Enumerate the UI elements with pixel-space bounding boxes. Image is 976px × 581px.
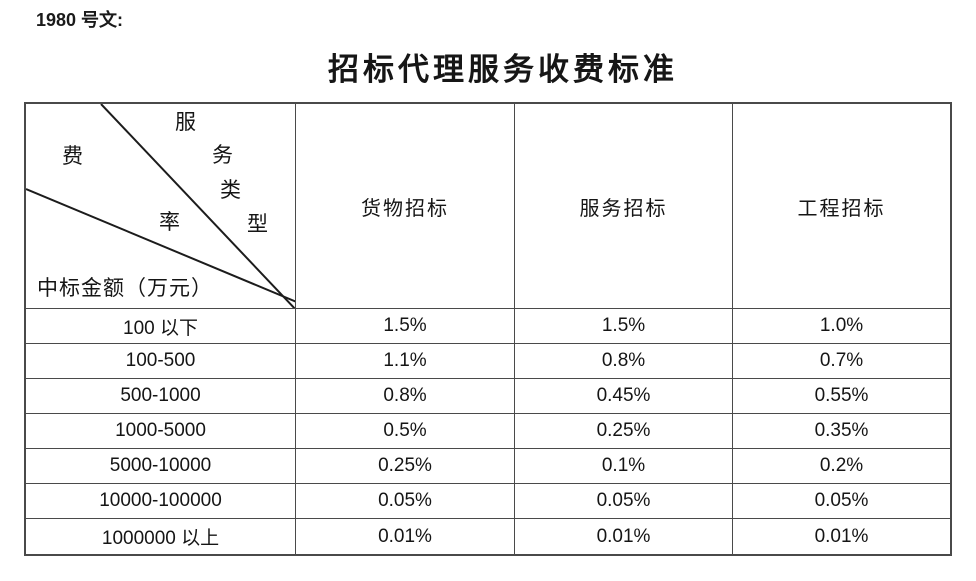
fee-value: 0.01% — [515, 519, 733, 554]
row-label: 100 以下 — [26, 309, 296, 344]
fee-value: 0.05% — [733, 484, 950, 519]
diagonal-divider-lines — [26, 104, 295, 308]
fee-value: 0.01% — [296, 519, 515, 554]
fee-value: 0.1% — [515, 449, 733, 484]
fee-value: 0.35% — [733, 414, 950, 449]
corner-type-char-4: 型 — [247, 212, 268, 236]
row-label: 10000-100000 — [26, 484, 296, 519]
fee-value: 0.05% — [515, 484, 733, 519]
corner-type-char-1: 服 — [175, 110, 196, 134]
fee-value: 1.5% — [515, 309, 733, 344]
corner-type-char-2: 务 — [212, 143, 233, 167]
diagonal-line-lower — [26, 188, 295, 303]
doc-number-label: 1980 号文: — [36, 10, 124, 30]
column-header-goods: 货物招标 — [296, 104, 515, 309]
corner-header-cell: 服 务 类 型 费 率 中标金额（万元） — [26, 104, 296, 309]
row-label: 100-500 — [26, 344, 296, 379]
corner-rate-char-1: 费 — [62, 144, 83, 168]
fee-value: 0.25% — [296, 449, 515, 484]
fee-value: 1.1% — [296, 344, 515, 379]
fee-value: 0.45% — [515, 379, 733, 414]
page-title: 招标代理服务收费标准 — [328, 52, 678, 87]
column-header-works: 工程招标 — [733, 104, 950, 309]
corner-rate-char-2: 率 — [159, 210, 180, 234]
row-label: 1000000 以上 — [26, 519, 296, 554]
fee-value: 1.0% — [733, 309, 950, 344]
diagonal-line-upper — [100, 104, 295, 308]
column-header-services: 服务招标 — [515, 104, 733, 309]
corner-type-char-3: 类 — [220, 178, 241, 202]
fee-value: 0.8% — [296, 379, 515, 414]
corner-amount-label: 中标金额（万元） — [37, 276, 213, 300]
fee-value: 0.01% — [814, 525, 869, 547]
fee-value: 0.55% — [733, 379, 950, 414]
row-label: 5000-10000 — [26, 449, 296, 484]
fee-value: 0.2% — [733, 449, 950, 484]
fee-value: 1.5% — [296, 309, 515, 344]
fee-standard-table: 服 务 类 型 费 率 中标金额（万元） 货物招标 服务招标 工程招标 100 … — [24, 102, 952, 556]
row-label: 500-1000 — [26, 379, 296, 414]
fee-value: 0.8% — [515, 344, 733, 379]
fee-value: 0.05% — [296, 484, 515, 519]
fee-value: 0.25% — [515, 414, 733, 449]
fee-value: 0.5% — [296, 414, 515, 449]
fee-value: 0.7% — [733, 344, 950, 379]
row-label: 1000-5000 — [26, 414, 296, 449]
